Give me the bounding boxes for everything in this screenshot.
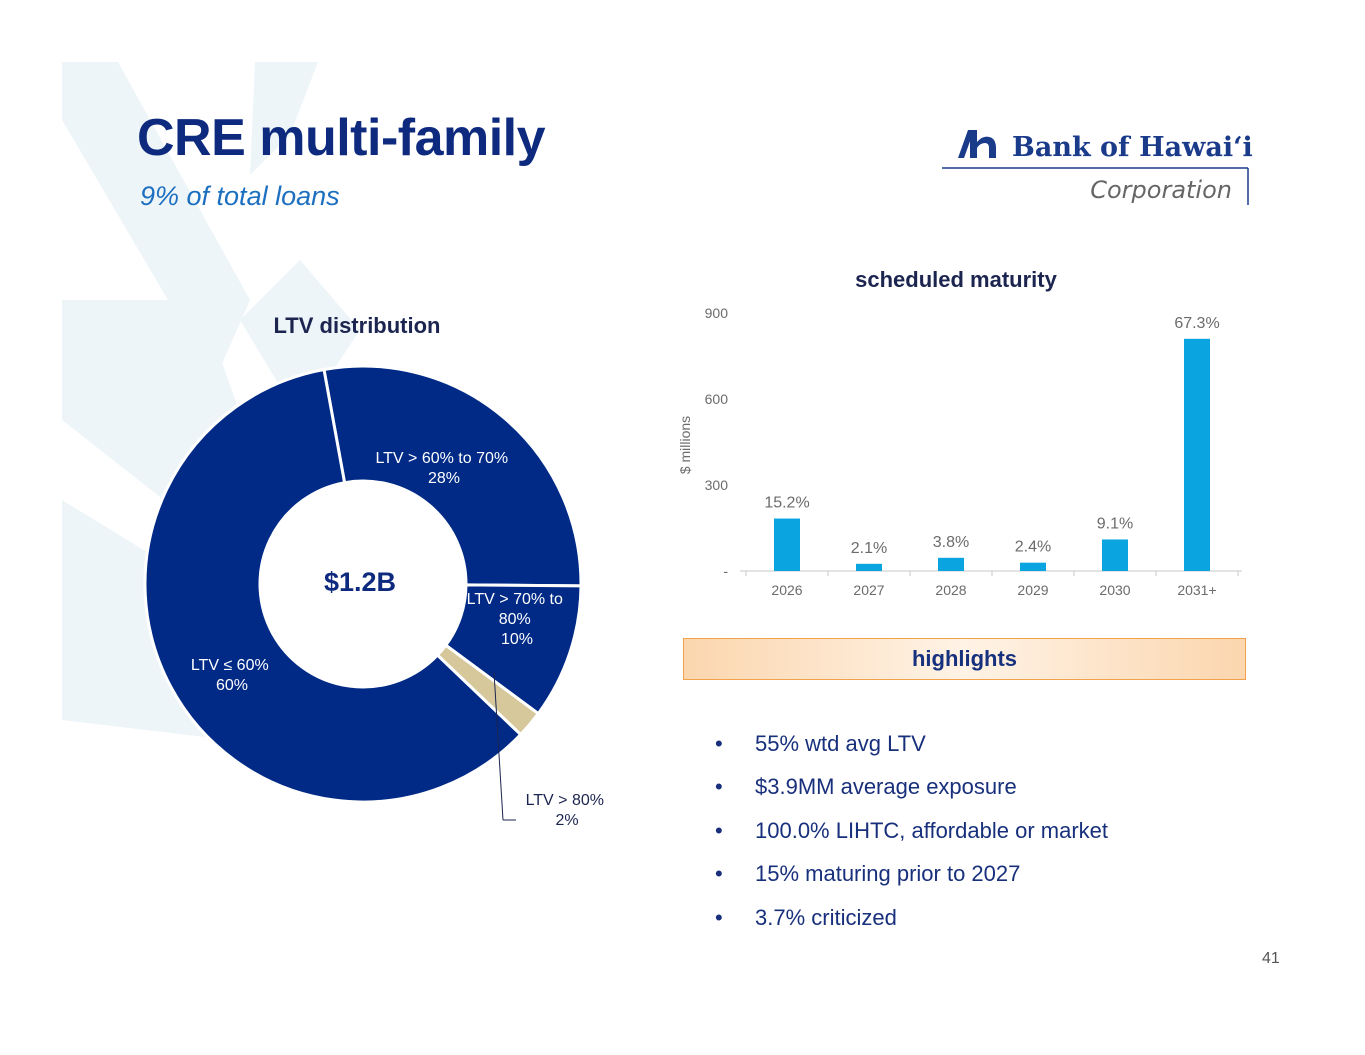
bar-2029 xyxy=(1020,562,1046,571)
x-tick-label: 2026 xyxy=(771,582,802,598)
y-axis-label: $ millions xyxy=(677,416,693,474)
bar-2031+ xyxy=(1184,338,1210,571)
slice-ltv-under-60 xyxy=(143,367,523,804)
y-tick-label: - xyxy=(723,563,728,579)
bar-2030 xyxy=(1102,539,1128,571)
list-item-text: 3.7% criticized xyxy=(755,904,897,930)
list-item: • $3.9MM average exposure xyxy=(715,766,1108,810)
list-item-text: 100.0% LIHTC, affordable or market xyxy=(755,817,1108,843)
bar-data-label: 67.3% xyxy=(1174,315,1219,332)
y-tick-label: 300 xyxy=(705,477,729,493)
list-item-text: 15% maturing prior to 2027 xyxy=(755,861,1021,887)
bullet-icon: • xyxy=(715,861,723,887)
list-item: • 3.7% criticized xyxy=(715,896,1108,940)
bar-data-label: 2.1% xyxy=(851,540,887,557)
logo-mark-icon xyxy=(958,130,996,158)
x-tick-label: 2029 xyxy=(1017,582,1048,598)
x-tick-label: 2028 xyxy=(935,582,966,598)
ltv-donut-chart: LTV distribution $1.2B LTV > 60% to 70% … xyxy=(143,313,609,829)
list-item: • 55% wtd avg LTV xyxy=(715,722,1108,766)
x-tick-label: 2027 xyxy=(853,582,884,598)
list-item-text: 55% wtd avg LTV xyxy=(755,730,926,756)
bar-2028 xyxy=(938,557,964,571)
bullet-icon: • xyxy=(715,774,723,800)
list-item: • 15% maturing prior to 2027 xyxy=(715,853,1108,897)
bar-2026 xyxy=(774,518,800,571)
pie-chart-title: LTV distribution xyxy=(273,313,440,338)
bullet-icon: • xyxy=(715,904,723,930)
maturity-bar-chart: scheduled maturity $ millions - 300 600 900… xyxy=(677,267,1242,598)
slice-label-60-70: LTV > 60% to 70% 28% xyxy=(375,450,512,487)
x-tick-label: 2031+ xyxy=(1177,582,1216,598)
highlights-list: • 55% wtd avg LTV • $3.9MM average exposur… xyxy=(715,722,1108,940)
bar-data-label: 3.8% xyxy=(933,534,969,551)
bar-data-label: 2.4% xyxy=(1015,539,1051,556)
page-title: CRE multi-family xyxy=(137,109,546,167)
bank-logo: Bank of Hawaiʻi Corporation xyxy=(942,130,1253,205)
donut-center-label: $1.2B xyxy=(324,567,396,597)
bullet-icon: • xyxy=(715,817,723,843)
y-tick-label: 600 xyxy=(705,391,729,407)
bar-chart-title: scheduled maturity xyxy=(855,267,1057,292)
slice-leader-line xyxy=(493,671,504,821)
bar-data-label: 15.2% xyxy=(764,495,809,512)
bar-data-label: 9.1% xyxy=(1097,515,1133,532)
slice-label-over-80: LTV > 80% 2% xyxy=(526,792,609,829)
list-item-text: $3.9MM average exposure xyxy=(755,774,1017,800)
bullet-icon: • xyxy=(715,730,723,756)
y-tick-label: 900 xyxy=(705,305,729,321)
slice-label-70-80: LTV > 70% to 80% 10% xyxy=(467,591,568,648)
page-number: 41 xyxy=(1262,950,1280,967)
slice-ltv-60-70 xyxy=(322,364,583,588)
bar-2027 xyxy=(856,563,882,571)
highlights-heading: highlights xyxy=(683,638,1246,680)
x-tick-label: 2030 xyxy=(1099,582,1130,598)
list-item: • 100.0% LIHTC, affordable or market xyxy=(715,809,1108,853)
page-subtitle: 9% of total loans xyxy=(140,181,340,211)
slice-label-under-60: LTV ≤ 60% 60% xyxy=(191,657,273,694)
logo-name: Bank of Hawaiʻi xyxy=(1012,132,1253,163)
logo-sub: Corporation xyxy=(1090,176,1232,204)
